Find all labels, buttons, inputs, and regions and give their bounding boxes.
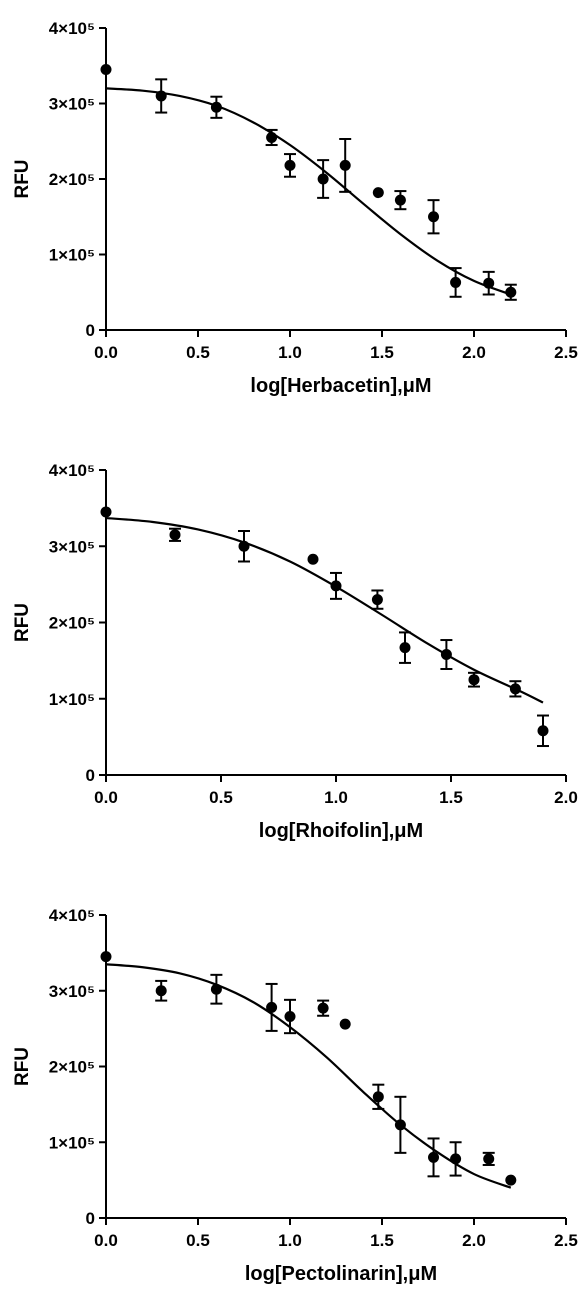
data-point (339, 159, 351, 171)
data-point (394, 194, 406, 206)
data-point (428, 211, 440, 223)
data-point (238, 540, 250, 552)
data-point (100, 64, 112, 76)
data-point (505, 286, 517, 298)
data-point (155, 90, 167, 102)
data-point (483, 1153, 495, 1165)
y-axis-title: RFU (12, 1047, 33, 1086)
data-point (428, 1151, 440, 1163)
x-tick-label: 1.5 (370, 343, 394, 362)
y-tick-label: 1×10⁵ (49, 1133, 95, 1152)
x-axis-title: log[Herbacetin],μM (250, 375, 431, 397)
data-point (100, 951, 112, 963)
data-point (210, 983, 222, 995)
data-point (372, 1091, 384, 1103)
y-tick-label: 2×10⁵ (49, 614, 95, 633)
data-point (330, 580, 342, 592)
data-point (468, 674, 480, 686)
x-tick-label: 2.0 (462, 1231, 486, 1250)
data-point (440, 649, 452, 661)
y-axis-title: RFU (12, 603, 33, 642)
data-point (372, 187, 384, 199)
data-point (317, 173, 329, 185)
y-tick-label: 0 (86, 1209, 95, 1228)
x-tick-label: 1.0 (278, 343, 302, 362)
data-point (537, 725, 549, 737)
x-tick-label: 1.0 (278, 1231, 302, 1250)
fit-curve (105, 516, 544, 704)
y-tick-label: 1×10⁵ (49, 246, 95, 265)
chart-3: 0.0 0.5 1.0 1.5 2.0 2.5 0 1×10⁵ 2×10⁵ 3×10⁵ 4×10⁵ l… (12, 906, 578, 1285)
data-point (339, 1018, 351, 1030)
y-tick-label: 0 (86, 766, 95, 785)
fit-curve (105, 963, 512, 1189)
x-tick-label: 2.0 (462, 343, 486, 362)
x-axis-title: log[Pectolinarin],μM (245, 1263, 437, 1285)
data-point (169, 529, 181, 541)
y-tick-label: 1×10⁵ (49, 690, 95, 709)
x-tick-label: 1.5 (370, 1231, 394, 1250)
x-tick-label: 1.0 (324, 788, 348, 807)
data-point (307, 553, 319, 565)
x-tick-label: 1.5 (439, 788, 463, 807)
data-point (483, 277, 495, 289)
data-point (505, 1174, 517, 1186)
x-tick-label: 0.5 (186, 343, 210, 362)
y-tick-label: 3×10⁵ (49, 537, 95, 556)
x-tick-label: 0.0 (94, 343, 118, 362)
data-point (509, 683, 521, 695)
y-axis-title: RFU (12, 159, 33, 198)
data-point (210, 101, 222, 113)
chart-1: 0.0 0.5 1.0 1.5 2.0 2.5 0 1×10⁵ 2×10⁵ 3×10⁵ 4×10⁵ l… (12, 19, 578, 397)
x-tick-label: 0.0 (94, 788, 118, 807)
data-point (450, 1153, 462, 1165)
y-tick-label: 4×10⁵ (49, 19, 95, 38)
x-tick-label: 0.5 (209, 788, 233, 807)
data-point (371, 594, 383, 606)
data-point (317, 1002, 329, 1014)
y-tick-label: 2×10⁵ (49, 170, 95, 189)
y-tick-label: 2×10⁵ (49, 1058, 95, 1077)
x-tick-label: 0.5 (186, 1231, 210, 1250)
data-point (450, 276, 462, 288)
data-point (399, 642, 411, 654)
data-point (266, 1001, 278, 1013)
data-point (155, 985, 167, 997)
data-point (284, 159, 296, 171)
y-tick-label: 4×10⁵ (49, 461, 95, 480)
x-tick-label: 2.5 (554, 1231, 578, 1250)
x-tick-label: 2.5 (554, 343, 578, 362)
y-tick-label: 3×10⁵ (49, 95, 95, 114)
data-point (100, 506, 112, 518)
y-tick-label: 3×10⁵ (49, 982, 95, 1001)
chart-2: 0.0 0.5 1.0 1.5 2.0 0 1×10⁵ 2×10⁵ 3×10⁵ 4×10⁵ log[… (12, 461, 578, 842)
data-point (284, 1011, 296, 1023)
x-axis-title: log[Rhoifolin],μM (259, 820, 423, 842)
data-point (394, 1119, 406, 1131)
y-tick-label: 4×10⁵ (49, 906, 95, 925)
y-tick-label: 0 (86, 321, 95, 340)
x-tick-label: 2.0 (554, 788, 578, 807)
data-point (266, 131, 278, 143)
fit-curve (105, 87, 512, 296)
x-tick-label: 0.0 (94, 1231, 118, 1250)
